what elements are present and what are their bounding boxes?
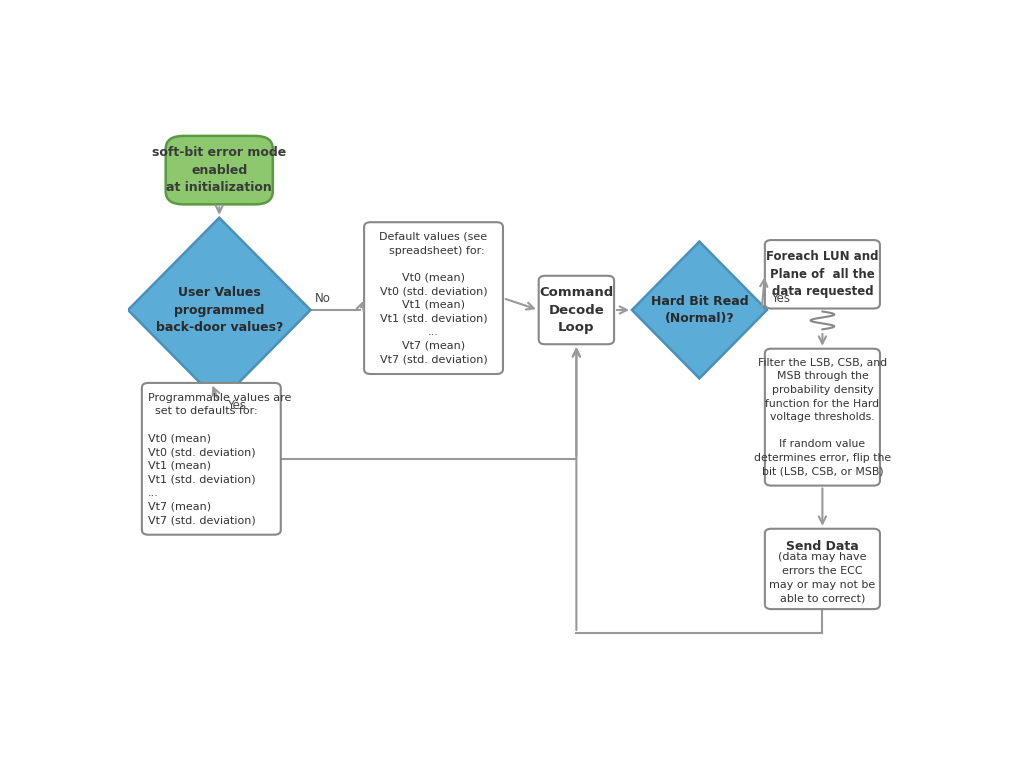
FancyBboxPatch shape — [765, 240, 880, 308]
Text: Send Data: Send Data — [786, 540, 859, 553]
Polygon shape — [632, 241, 767, 379]
FancyBboxPatch shape — [765, 349, 880, 485]
Text: soft-bit error mode
enabled
at initialization: soft-bit error mode enabled at initializ… — [153, 146, 287, 194]
Text: No: No — [315, 291, 331, 305]
Text: Programmable values are
  set to defaults for:

Vt0 (mean)
Vt0 (std. deviation)
: Programmable values are set to defaults … — [148, 393, 292, 525]
Text: Foreach LUN and
Plane of  all the
data requested: Foreach LUN and Plane of all the data re… — [766, 250, 879, 298]
Text: Yes: Yes — [771, 291, 790, 305]
Text: Default values (see
  spreadsheet) for:

Vt0 (mean)
Vt0 (std. deviation)
Vt1 (me: Default values (see spreadsheet) for: Vt… — [380, 232, 487, 364]
Polygon shape — [128, 218, 310, 402]
Text: User Values
programmed
back-door values?: User Values programmed back-door values? — [156, 286, 283, 334]
FancyBboxPatch shape — [765, 529, 880, 609]
Text: Command
Decode
Loop: Command Decode Loop — [540, 286, 613, 334]
Text: Hard Bit Read
(Normal)?: Hard Bit Read (Normal)? — [650, 295, 749, 325]
FancyBboxPatch shape — [142, 383, 281, 535]
FancyBboxPatch shape — [166, 136, 272, 204]
Text: (data may have
errors the ECC
may or may not be
able to correct): (data may have errors the ECC may or may… — [769, 553, 876, 603]
FancyBboxPatch shape — [365, 222, 503, 374]
Text: Yes: Yes — [227, 400, 246, 413]
FancyBboxPatch shape — [539, 276, 614, 344]
Text: Filter the LSB, CSB, and
MSB through the
probability density
function for the Ha: Filter the LSB, CSB, and MSB through the… — [754, 358, 891, 476]
